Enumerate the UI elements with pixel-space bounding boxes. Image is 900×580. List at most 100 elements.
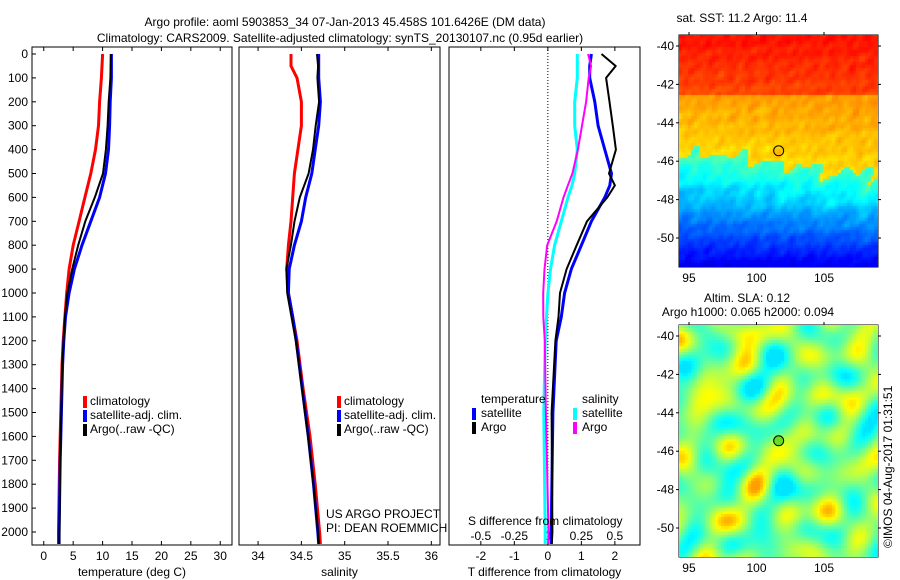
x-tick-label: 5 <box>70 549 77 563</box>
map-y-tick-label: -44 <box>657 116 675 130</box>
x-tick-label: 35 <box>338 549 352 563</box>
y-tick-label: 2000 <box>1 525 28 539</box>
x-tick-label: 0 <box>545 549 552 563</box>
legend-label: satellite <box>582 406 623 420</box>
legend-swatch-satellite <box>337 410 341 422</box>
map-y-tick-label: -46 <box>657 444 675 458</box>
map-y-tick-label: -44 <box>657 406 675 420</box>
legend-label: satellite-adj. clim. <box>90 408 182 422</box>
map-y-tick-label: -40 <box>657 329 675 343</box>
x-tick-label: 1 <box>578 549 585 563</box>
legend-swatch-s-argo <box>573 422 577 434</box>
x-tick-label: -1 <box>509 549 520 563</box>
legend-label: climatology <box>344 394 404 408</box>
plot-frame <box>31 46 233 546</box>
credit-pi: PI: DEAN ROEMMICH <box>326 521 447 535</box>
y-tick-label: 1500 <box>1 406 28 420</box>
salinity-legend: climatology satellite-adj. clim. Argo(..… <box>326 394 447 535</box>
legend-swatch-s-satellite <box>573 408 577 420</box>
y-tick-label: 200 <box>8 95 28 109</box>
sla-map-title2: Argo h1000: 0.065 h2000: 0.094 <box>662 305 834 319</box>
series-line-climatology <box>57 53 105 544</box>
y-tick-label: 1400 <box>1 382 28 396</box>
credit-project: US ARGO PROJECT <box>326 507 441 521</box>
legend-head-temperature: temperature <box>481 392 546 406</box>
legend-label: Argo <box>481 420 507 434</box>
y-tick-label: 400 <box>8 143 28 157</box>
series-line-temperature-argo <box>550 53 617 545</box>
s-tick-label: 0.25 <box>570 529 594 543</box>
x-axis-label: salinity <box>321 565 358 579</box>
y-tick-label: 700 <box>8 214 28 228</box>
map-y-tick-label: -48 <box>657 193 675 207</box>
map-y-tick-label: -40 <box>657 39 675 53</box>
map-x-tick-label: 105 <box>814 561 834 575</box>
map-y-tick-label: -42 <box>657 367 675 381</box>
s-tick-label: -0.25 <box>501 529 529 543</box>
series-line-argo-raw-qc- <box>58 53 112 545</box>
legend-label: Argo(..raw -QC) <box>344 422 429 436</box>
legend-swatch-t-satellite <box>472 408 476 420</box>
y-tick-label: 0 <box>21 47 28 61</box>
legend-label: climatology <box>90 394 150 408</box>
y-tick-label: 1600 <box>1 429 28 443</box>
x-axis-label: T difference from climatology <box>468 565 622 579</box>
y-tick-label: 100 <box>8 71 28 85</box>
title-line2: Climatology: CARS2009. Satellite-adjuste… <box>97 31 583 45</box>
y-tick-label: 1800 <box>1 477 28 491</box>
series-line-climatology <box>285 54 322 545</box>
plot-frame <box>238 46 441 546</box>
y-tick-label: 600 <box>8 190 28 204</box>
salinity-panel: 34 34.5 35 35.5 36 salinity <box>238 46 441 579</box>
plot-frame <box>448 46 641 546</box>
legend-swatch-satellite <box>83 410 87 422</box>
legend-label: Argo <box>582 420 608 434</box>
x-tick-label: 2 <box>612 549 619 563</box>
legend-label: satellite <box>481 406 522 420</box>
imos-footer: ©IMOS 04-Aug-2017 01:31:51 <box>881 385 895 548</box>
legend-swatch-argo <box>83 424 87 436</box>
x-tick-label: -2 <box>475 549 486 563</box>
sla-map-title1: Altim. SLA: 0.12 <box>704 291 790 305</box>
legend-swatch-argo <box>337 424 341 436</box>
legend-label: satellite-adj. clim. <box>344 408 436 422</box>
x-tick-label: 15 <box>125 549 139 563</box>
x-tick-label: 34.5 <box>290 549 314 563</box>
series-line-argo-raw-qc- <box>285 53 321 545</box>
y-tick-label: 1100 <box>2 310 28 324</box>
legend-swatch-climatology <box>337 396 341 408</box>
map-y-tick-label: -48 <box>657 483 675 497</box>
difference-panel: -2 -1 0 1 2 T difference from climatology -0.5… <box>448 46 641 579</box>
sla-map <box>679 325 878 557</box>
sst-map <box>679 35 878 267</box>
x-tick-label: 30 <box>214 549 228 563</box>
x-axis-label: temperature (deg C) <box>78 565 186 579</box>
y-tick-label: 1300 <box>1 358 28 372</box>
s-tick-label: -0.5 <box>470 529 491 543</box>
series-line-salinity-argo <box>542 53 593 545</box>
x-tick-label: 0 <box>40 549 47 563</box>
map-y-tick-label: -46 <box>657 154 675 168</box>
y-tick-label: 1200 <box>1 334 28 348</box>
x-tick-label: 10 <box>96 549 110 563</box>
map-x-tick-label: 105 <box>814 271 834 285</box>
y-tick-label: 1900 <box>1 501 28 515</box>
y-tick-label: 800 <box>8 238 28 252</box>
temperature-legend: climatology satellite-adj. clim. Argo(..… <box>83 394 182 436</box>
difference-legend: temperature salinity satellite Argo sate… <box>468 392 623 528</box>
title-line1: Argo profile: aoml 5903853_34 07-Jan-201… <box>145 15 546 29</box>
y-tick-label: 900 <box>8 262 28 276</box>
y-tick-label: 1000 <box>1 286 28 300</box>
x-tick-label: 20 <box>155 549 169 563</box>
map-x-tick-label: 100 <box>746 271 766 285</box>
map-y-tick-label: -42 <box>657 77 675 91</box>
s-tick-label: 0.5 <box>607 529 624 543</box>
sst-map-title: sat. SST: 11.2 Argo: 11.4 <box>677 11 808 25</box>
map-y-tick-label: -50 <box>657 521 675 535</box>
temperature-panel: 0100200300400500600700800900100011001200… <box>1 46 233 579</box>
y-tick-label: 300 <box>8 119 28 133</box>
y-tick-label: 500 <box>8 167 28 181</box>
x-tick-label: 36 <box>425 549 439 563</box>
x-tick-label: 34 <box>251 549 265 563</box>
